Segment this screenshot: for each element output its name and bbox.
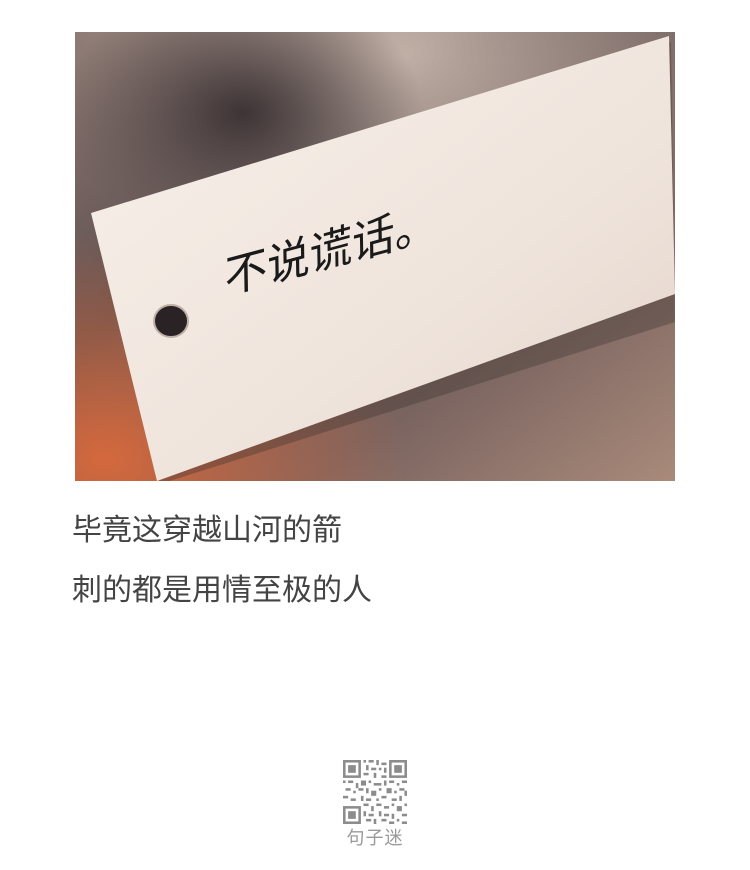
paper-tag <box>91 36 675 481</box>
quote-line-1: 毕竟这穿越山河的箭 <box>72 513 342 548</box>
brand-name: 句子迷 <box>346 828 404 849</box>
tag-hole <box>154 305 188 337</box>
quote-line-2: 刺的都是用情至极的人 <box>72 573 372 608</box>
quote-text: 毕竟这穿越山河的箭 刺的都是用情至极的人 <box>72 512 692 610</box>
photo: 不说谎话。 <box>75 32 675 481</box>
qr-code-icon <box>343 760 407 824</box>
tag-hole-rim <box>153 304 189 338</box>
photo-scene: 不说谎话。 <box>75 32 675 481</box>
footer-qr-block: 句子迷 <box>325 760 425 850</box>
